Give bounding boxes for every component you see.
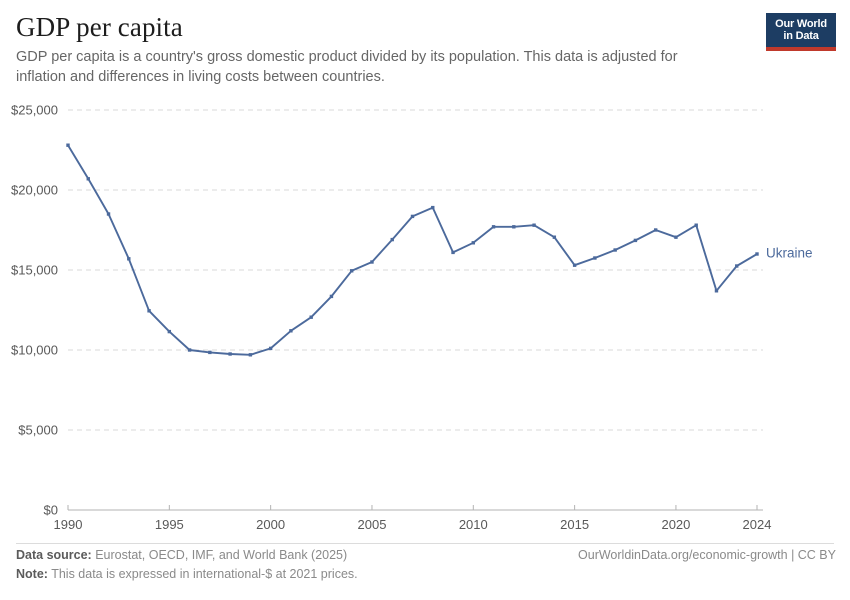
source-label: Data source: xyxy=(16,548,92,562)
y-axis-tick-label: $10,000 xyxy=(11,343,58,358)
data-point[interactable] xyxy=(593,256,597,260)
data-point[interactable] xyxy=(147,309,151,313)
data-point[interactable] xyxy=(613,248,617,252)
data-point[interactable] xyxy=(633,238,638,243)
data-point[interactable] xyxy=(208,350,212,355)
y-axis-tick-label: $25,000 xyxy=(11,103,58,118)
data-point[interactable] xyxy=(694,223,698,227)
data-point[interactable] xyxy=(532,223,536,227)
data-point[interactable] xyxy=(735,264,739,268)
series-label-group: Ukraine xyxy=(766,246,813,261)
logo-line-2: in Data xyxy=(783,30,819,42)
x-axis-tick-label: 2015 xyxy=(560,517,589,532)
data-point[interactable] xyxy=(350,269,354,273)
data-point[interactable] xyxy=(674,235,678,239)
data-point[interactable] xyxy=(572,263,577,267)
x-axis-tick-label: 2020 xyxy=(661,517,690,532)
source-value: Eurostat, OECD, IMF, and World Bank (202… xyxy=(95,548,348,562)
chart-footer: Data source: Eurostat, OECD, IMF, and Wo… xyxy=(16,548,836,586)
note-label: Note: xyxy=(16,567,48,581)
x-axis-labels-group: 1990 1995 2000 2005 2010 2015 2020 2024 xyxy=(54,517,772,532)
gridlines-group xyxy=(68,109,763,431)
data-point[interactable] xyxy=(471,241,475,245)
data-point[interactable] xyxy=(451,250,455,255)
y-axis-tick-label: $5,000 xyxy=(18,423,58,438)
footer-divider xyxy=(16,543,834,544)
data-point[interactable] xyxy=(289,329,293,333)
x-axis-tick-label: 1990 xyxy=(54,517,83,532)
logo-line-1: Our World xyxy=(775,17,827,30)
footer-note-row: Note: This data is expressed in internat… xyxy=(16,567,836,586)
data-series-group[interactable] xyxy=(66,143,759,357)
data-point[interactable] xyxy=(86,177,90,181)
series-end-label: Ukraine xyxy=(766,246,813,261)
data-point[interactable] xyxy=(552,235,557,239)
note-value: This data is expressed in international-… xyxy=(51,567,358,581)
page-title: GDP per capita xyxy=(16,12,183,42)
data-point[interactable] xyxy=(410,214,415,219)
y-axis-labels-group: $0 $5,000 $10,000 $15,000 $20,000 $25,000 xyxy=(11,103,58,518)
data-point[interactable] xyxy=(512,225,516,229)
y-axis-tick-label: $15,000 xyxy=(11,263,58,278)
x-axis-group xyxy=(67,505,763,511)
data-point[interactable] xyxy=(127,257,131,261)
data-point[interactable] xyxy=(228,352,232,356)
chart-header: GDP per capita GDP per capita is a count… xyxy=(16,12,716,87)
our-world-in-data-logo[interactable]: Our World in Data xyxy=(766,13,836,51)
data-point[interactable] xyxy=(714,289,719,293)
chart-subtitle: GDP per capita is a country's gross dome… xyxy=(16,49,678,85)
data-point[interactable] xyxy=(66,143,70,147)
x-axis-tick-label: 2024 xyxy=(743,517,772,532)
data-point[interactable] xyxy=(390,237,394,242)
data-point[interactable] xyxy=(491,225,496,229)
data-point[interactable] xyxy=(755,252,759,256)
series-line-ukraine[interactable] xyxy=(67,144,758,356)
data-point[interactable] xyxy=(106,212,111,216)
x-axis-tick-label: 2000 xyxy=(256,517,285,532)
footer-source-row: Data source: Eurostat, OECD, IMF, and Wo… xyxy=(16,548,836,567)
data-point[interactable] xyxy=(431,205,435,210)
data-point[interactable] xyxy=(187,348,192,352)
data-point[interactable] xyxy=(370,260,374,264)
x-axis-tick-label: 2005 xyxy=(358,517,387,532)
y-axis-tick-label: $0 xyxy=(44,503,58,518)
attribution-link[interactable]: OurWorldinData.org/economic-growth | CC … xyxy=(578,548,836,562)
data-point[interactable] xyxy=(248,353,253,357)
y-axis-tick-label: $20,000 xyxy=(11,183,58,198)
x-axis-tick-label: 1995 xyxy=(155,517,184,532)
x-axis-tick-label: 2010 xyxy=(459,517,488,532)
data-point[interactable] xyxy=(268,346,273,351)
data-point[interactable] xyxy=(329,294,334,299)
data-point[interactable] xyxy=(167,329,172,334)
data-point[interactable] xyxy=(309,315,313,319)
data-point[interactable] xyxy=(653,228,658,232)
